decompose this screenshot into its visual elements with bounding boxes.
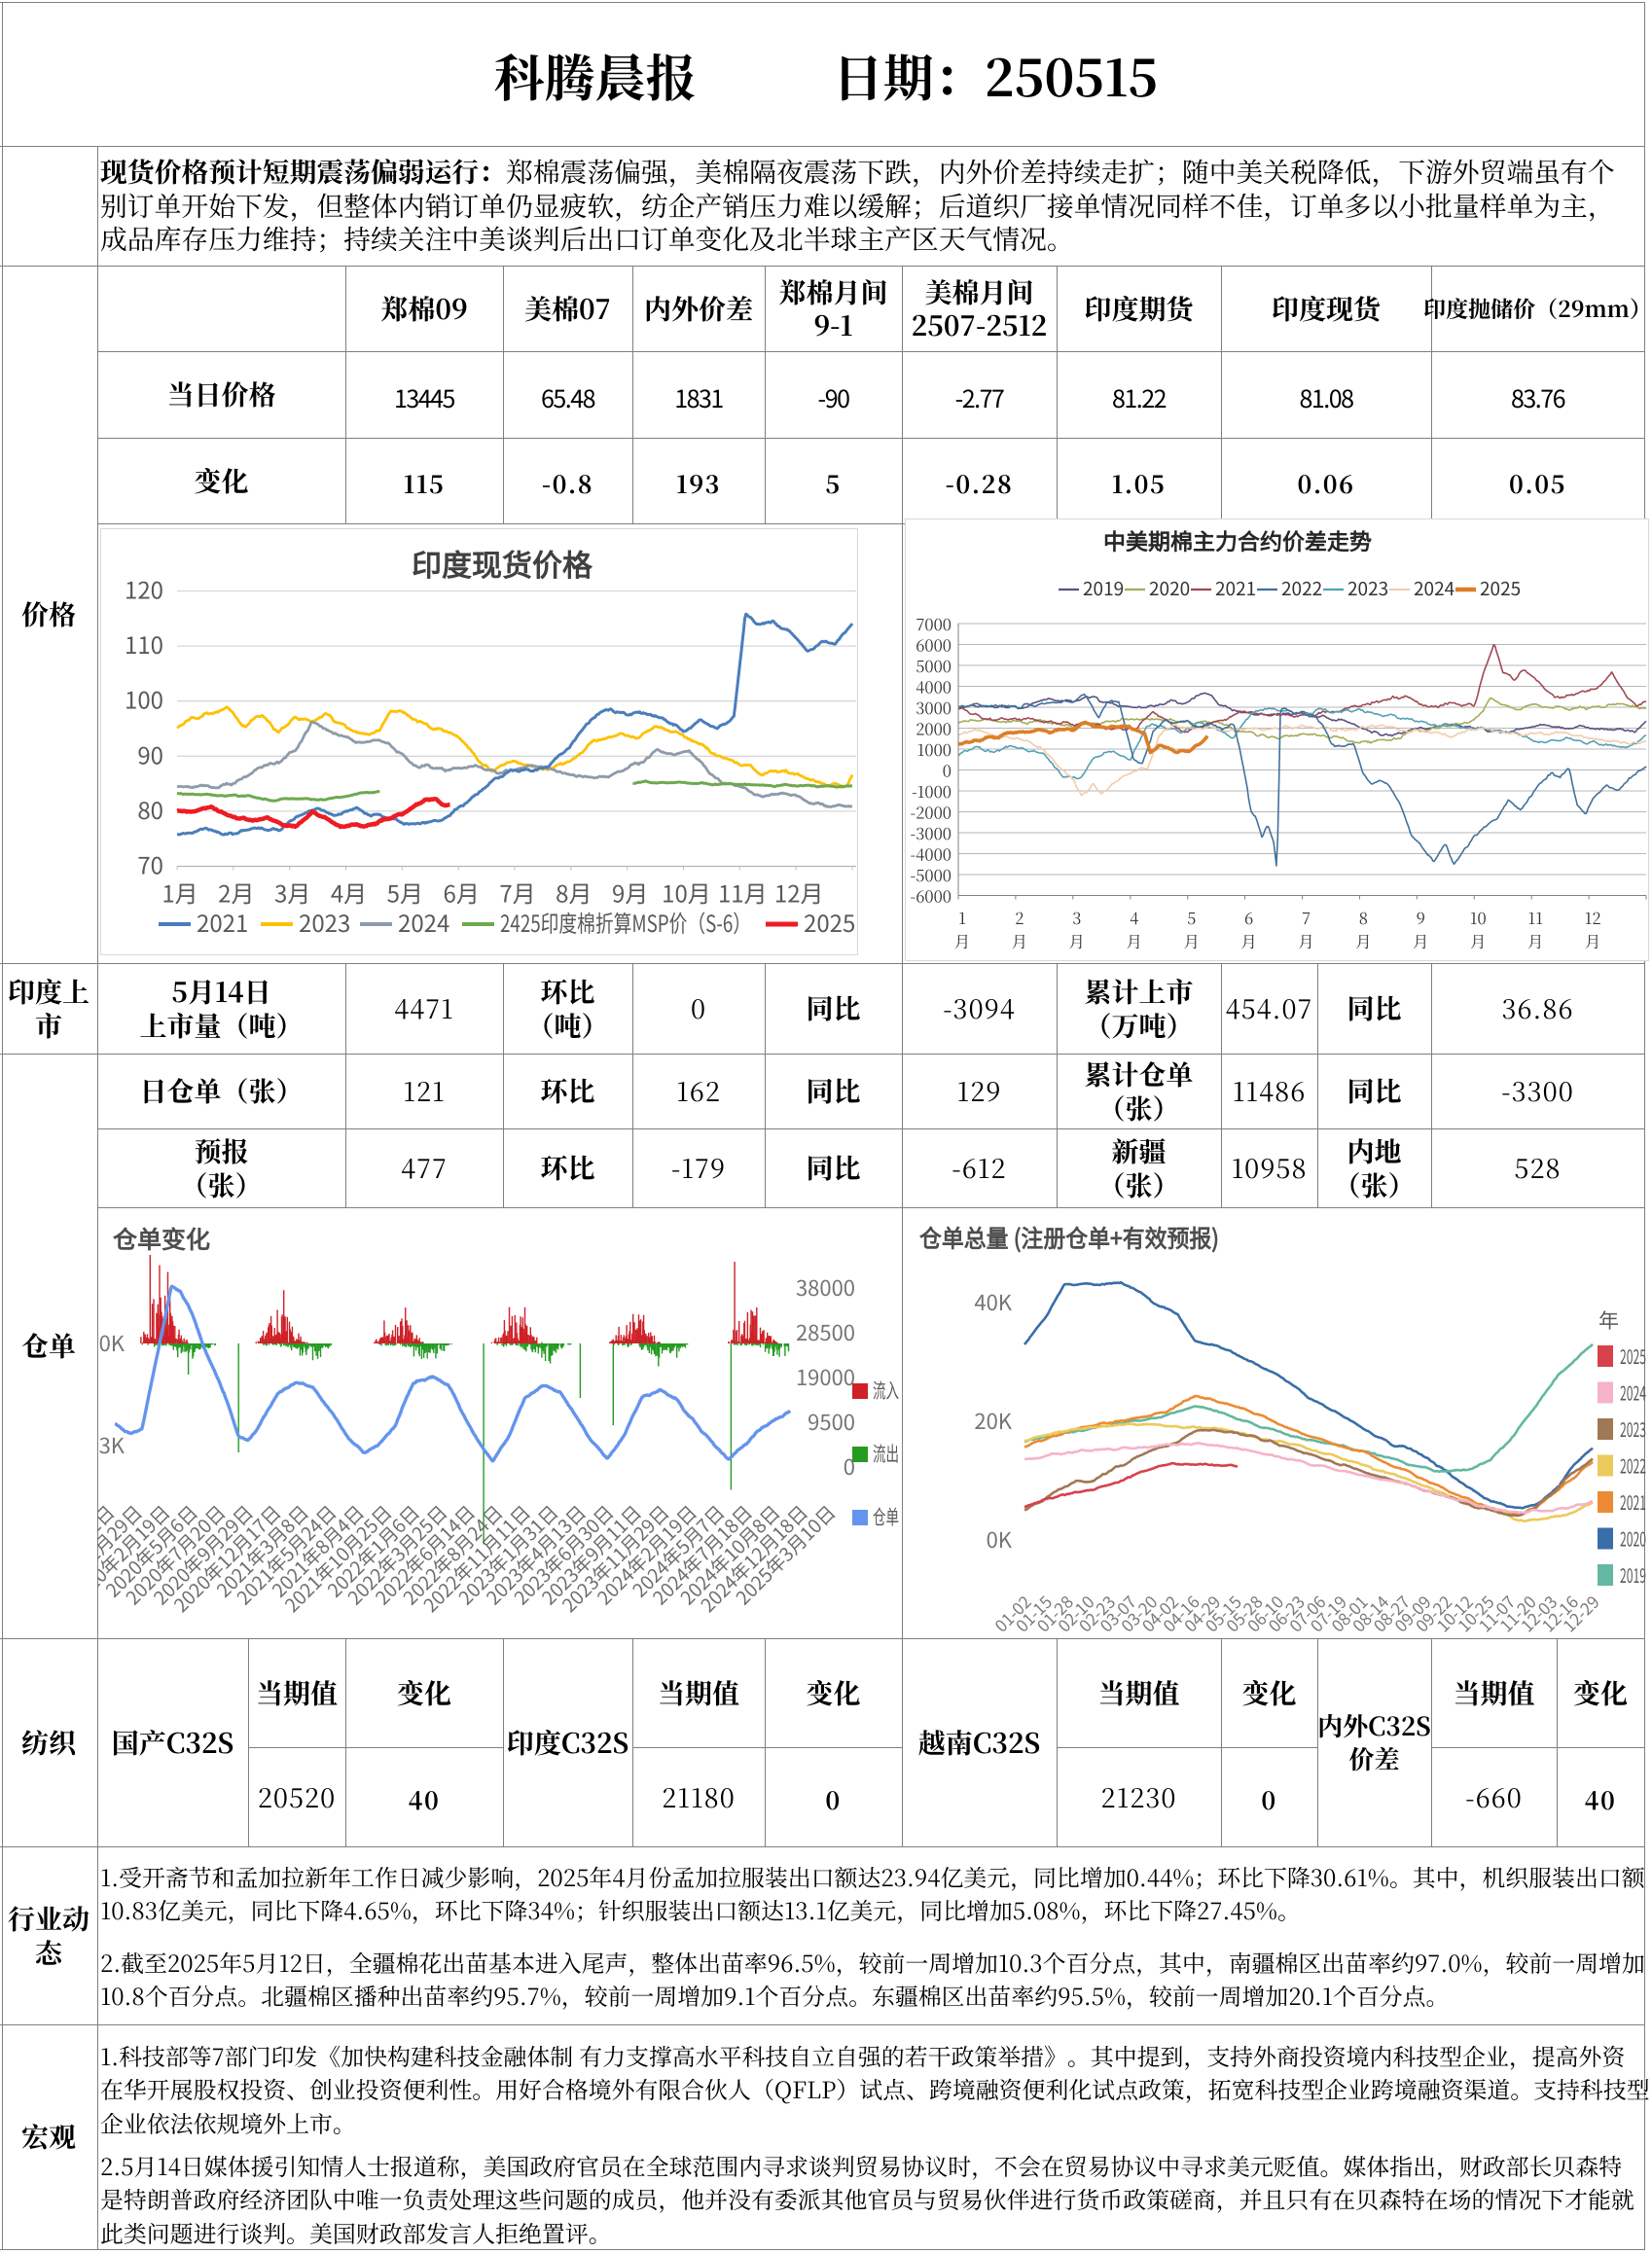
svg-text:月: 月 [1355, 929, 1372, 952]
svg-text:3月: 3月 [274, 876, 310, 910]
svg-text:-3000: -3000 [911, 821, 952, 844]
svg-text:印度现货价格: 印度现货价格 [412, 541, 593, 585]
svg-text:2425印度棉折算MSP价（S-6）: 2425印度棉折算MSP价（S-6） [500, 905, 751, 939]
svg-text:1000: 1000 [917, 737, 952, 761]
svg-text:7: 7 [1302, 906, 1311, 929]
svg-text:月: 月 [1413, 929, 1429, 952]
svg-text:2023: 2023 [299, 905, 350, 939]
svg-text:8月: 8月 [556, 876, 592, 910]
svg-text:2月: 2月 [218, 876, 254, 910]
svg-text:4: 4 [1130, 906, 1138, 929]
svg-text:2024: 2024 [1414, 575, 1454, 601]
svg-text:40K: 40K [974, 1286, 1012, 1317]
svg-text:6000: 6000 [916, 633, 952, 657]
svg-text:38000: 38000 [796, 1271, 855, 1303]
svg-text:19000: 19000 [796, 1361, 855, 1392]
svg-text:-5000: -5000 [911, 863, 952, 886]
svg-text:4月: 4月 [331, 876, 367, 910]
svg-text:9500: 9500 [808, 1406, 855, 1437]
svg-text:2025: 2025 [804, 905, 855, 939]
svg-text:120: 120 [125, 572, 163, 606]
svg-text:10: 10 [1470, 906, 1487, 929]
svg-text:年: 年 [1598, 1306, 1619, 1335]
svg-text:6: 6 [1244, 906, 1253, 929]
svg-text:月: 月 [1585, 929, 1601, 952]
svg-text:-4000: -4000 [911, 842, 952, 866]
svg-text:6月: 6月 [444, 876, 480, 910]
svg-text:仓单: 仓单 [873, 1502, 899, 1531]
svg-text:月: 月 [1527, 929, 1544, 952]
svg-text:月: 月 [1127, 929, 1143, 952]
svg-text:0K: 0K [987, 1523, 1013, 1555]
svg-text:11月: 11月 [718, 876, 768, 910]
svg-text:70: 70 [137, 847, 163, 881]
svg-text:月: 月 [1470, 929, 1487, 952]
svg-text:-2000: -2000 [911, 801, 952, 824]
svg-text:月: 月 [954, 929, 971, 952]
svg-text:-1000: -1000 [912, 779, 952, 803]
svg-text:100: 100 [125, 682, 163, 716]
svg-text:0: 0 [844, 1450, 855, 1482]
svg-text:0K: 0K [99, 1327, 126, 1358]
svg-text:5000: 5000 [916, 654, 952, 677]
svg-text:7月: 7月 [499, 876, 535, 910]
svg-text:2: 2 [1015, 906, 1024, 929]
svg-text:10月: 10月 [662, 876, 711, 910]
svg-text:流出: 流出 [873, 1439, 899, 1468]
svg-text:5: 5 [1187, 906, 1196, 929]
svg-text:2021: 2021 [197, 905, 248, 939]
svg-text:2024: 2024 [398, 905, 449, 939]
svg-text:8: 8 [1359, 906, 1368, 929]
svg-text:28500: 28500 [796, 1316, 855, 1347]
svg-text:中美期棉主力合约价差走势: 中美期棉主力合约价差走势 [1103, 523, 1372, 556]
svg-text:110: 110 [125, 626, 163, 661]
svg-text:9: 9 [1417, 906, 1425, 929]
svg-text:3000: 3000 [916, 696, 952, 719]
svg-text:2022: 2022 [1281, 575, 1322, 601]
svg-text:20K: 20K [974, 1405, 1012, 1436]
svg-text:90: 90 [137, 736, 163, 770]
svg-text:月: 月 [1298, 929, 1314, 952]
svg-text:月: 月 [1183, 929, 1200, 952]
svg-text:12月: 12月 [774, 876, 824, 910]
svg-text:2019: 2019 [1620, 1560, 1646, 1589]
svg-text:2020: 2020 [1149, 575, 1190, 601]
svg-text:3: 3 [1072, 906, 1081, 929]
svg-text:2021: 2021 [1215, 575, 1256, 601]
svg-text:1月: 1月 [162, 876, 198, 910]
svg-text:仓单总量 (注册仓单+有效预报): 仓单总量 (注册仓单+有效预报) [918, 1220, 1219, 1255]
svg-text:仓单变化: 仓单变化 [112, 1221, 210, 1256]
svg-text:月: 月 [1012, 929, 1028, 952]
svg-text:2023: 2023 [1620, 1414, 1646, 1443]
svg-text:11: 11 [1527, 906, 1543, 929]
svg-text:2021: 2021 [1620, 1487, 1646, 1516]
svg-text:80: 80 [137, 792, 163, 826]
svg-text:2020: 2020 [1620, 1524, 1646, 1553]
svg-text:9月: 9月 [612, 876, 648, 910]
svg-text:2025: 2025 [1620, 1342, 1646, 1370]
svg-text:2024: 2024 [1620, 1378, 1646, 1407]
svg-text:0: 0 [943, 759, 952, 782]
svg-text:5月: 5月 [387, 876, 423, 910]
svg-text:12: 12 [1585, 906, 1601, 929]
svg-text:1: 1 [958, 906, 966, 929]
svg-text:-3K: -3K [97, 1429, 126, 1460]
svg-text:月: 月 [1240, 929, 1257, 952]
svg-text:2025: 2025 [1480, 575, 1521, 601]
svg-text:4000: 4000 [916, 675, 952, 698]
svg-text:7000: 7000 [916, 612, 952, 635]
svg-text:流入: 流入 [873, 1376, 899, 1405]
svg-text:2000: 2000 [916, 717, 952, 740]
svg-text:2019: 2019 [1083, 575, 1124, 601]
svg-text:2022: 2022 [1620, 1451, 1646, 1480]
svg-text:-6000: -6000 [911, 884, 952, 908]
svg-text:2023: 2023 [1347, 575, 1388, 601]
svg-text:月: 月 [1069, 929, 1086, 952]
